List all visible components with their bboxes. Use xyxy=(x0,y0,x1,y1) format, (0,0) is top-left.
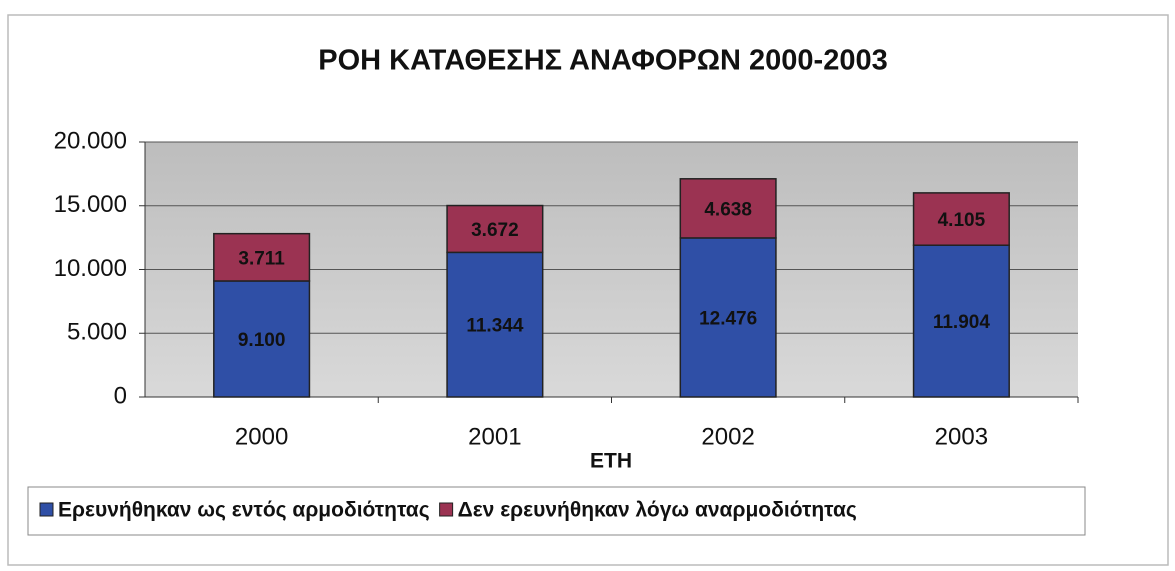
data-label: 11.344 xyxy=(466,316,523,337)
bar-segment xyxy=(912,192,1010,246)
legend-label: Δεν ερευνήθηκαν λόγω αναρμοδιότητας xyxy=(458,499,857,522)
data-label: 9.100 xyxy=(238,330,286,351)
data-label: 3.711 xyxy=(238,248,285,269)
x-tick-label: 2002 xyxy=(701,423,754,450)
legend-box xyxy=(27,486,1086,536)
x-tick-label: 2003 xyxy=(935,423,988,450)
bar-segment xyxy=(213,280,311,398)
legend-label: Ερευνήθηκαν ως εντός αρμοδιότητας xyxy=(58,499,430,522)
y-tick-label: 10.000 xyxy=(54,255,127,282)
legend-swatch xyxy=(439,502,454,517)
chart-title: ΡΟΗ ΚΑΤΑΘΕΣΗΣ ΑΝΑΦΟΡΩΝ 2000-2003 xyxy=(318,45,887,77)
x-tick-label: 2001 xyxy=(468,423,521,450)
x-axis-label: ΕΤΗ xyxy=(590,450,632,473)
bar-segment xyxy=(912,244,1010,398)
bar-segment xyxy=(679,178,777,239)
y-tick-label: 5.000 xyxy=(67,319,127,346)
bar-segment xyxy=(446,204,544,254)
y-tick-label: 0 xyxy=(114,382,127,409)
data-label: 12.476 xyxy=(699,308,757,329)
bar-segment xyxy=(446,251,544,398)
data-label: 3.672 xyxy=(471,220,519,241)
data-label: 4.105 xyxy=(938,210,986,231)
data-label: 11.904 xyxy=(933,312,990,333)
x-tick-label: 2000 xyxy=(235,423,288,450)
y-tick-label: 20.000 xyxy=(54,127,127,154)
y-tick-label: 15.000 xyxy=(54,191,127,218)
bar-segment xyxy=(679,237,777,398)
legend-swatch xyxy=(39,502,54,517)
data-label: 4.638 xyxy=(704,199,752,220)
bar-segment xyxy=(213,232,311,282)
